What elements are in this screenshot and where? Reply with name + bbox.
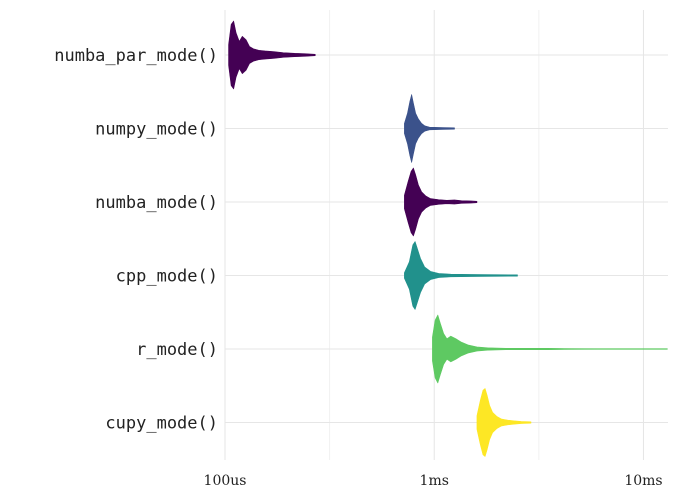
x-tick-label: 100us — [204, 473, 247, 489]
violin-cpp-mode — [404, 241, 518, 310]
violin-numba-par-mode — [228, 20, 316, 90]
category-label: cpp_mode() — [116, 267, 218, 287]
category-label: numpy_mode() — [95, 120, 218, 140]
violins — [228, 20, 668, 457]
violin-r-mode — [432, 314, 668, 384]
x-tick-labels: 100us 1ms 10ms — [204, 473, 663, 489]
category-label: numba_mode() — [95, 193, 218, 213]
category-labels: numba_par_mode() numpy_mode() numba_mode()… — [54, 46, 218, 434]
violin-numba-mode — [404, 167, 478, 237]
category-label: numba_par_mode() — [54, 46, 218, 66]
violin-numpy-mode — [404, 94, 455, 163]
category-label: r_mode() — [136, 340, 218, 360]
x-tick-label: 1ms — [420, 473, 449, 489]
grid — [224, 10, 668, 460]
violin-cupy-mode — [476, 388, 532, 457]
x-tick-label: 10ms — [624, 473, 662, 489]
category-label: cupy_mode() — [105, 414, 218, 434]
